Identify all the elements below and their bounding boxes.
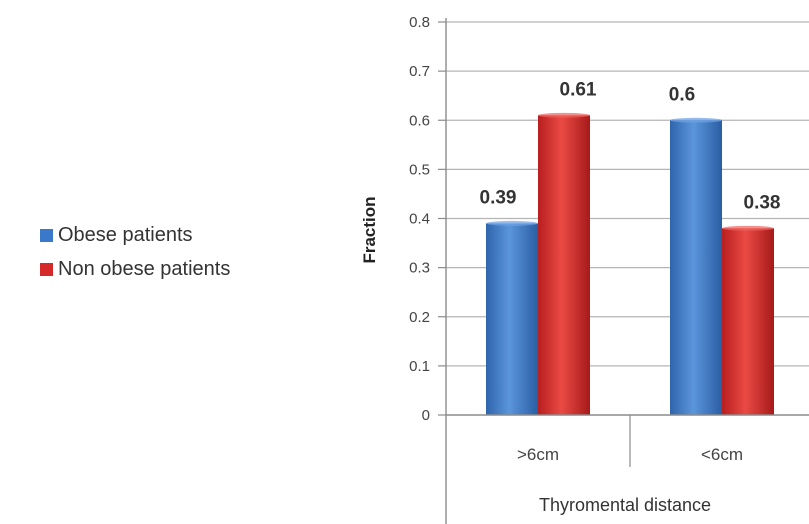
data-label: 0.6 <box>669 84 695 105</box>
bar-obese <box>670 120 722 415</box>
y-tick-label: 0.1 <box>409 358 430 375</box>
y-tick-label: 0.4 <box>409 211 430 228</box>
bars <box>486 112 774 416</box>
legend-label-non-obese: Non obese patients <box>58 257 231 280</box>
data-label: 0.38 <box>744 192 781 213</box>
bar-cap <box>538 112 590 118</box>
bar-cap <box>486 220 538 226</box>
bar-non-obese <box>538 115 590 416</box>
y-tick-label: 0.3 <box>409 260 430 277</box>
data-label: 0.61 <box>560 79 597 100</box>
y-tick-label: 0 <box>422 407 430 424</box>
legend-swatch-obese <box>40 228 53 242</box>
bar-non-obese <box>722 228 774 415</box>
legend-swatch-non-obese <box>40 262 53 276</box>
bar-obese <box>486 223 538 415</box>
x-tick-label: >6cm <box>517 445 559 464</box>
axes: 0 0.1 0.2 0.3 0.4 0.5 0.6 0.7 0.8 >6cm <6cm <box>409 14 809 524</box>
y-axis-title: Fraction <box>360 196 379 263</box>
bar-cap <box>670 117 722 123</box>
legend-label-obese: Obese patients <box>58 223 193 246</box>
legend: Obese patients Non obese patients <box>40 218 230 286</box>
legend-item-non-obese: Non obese patients <box>40 252 230 286</box>
data-labels: 0.39 0.61 0.6 0.38 <box>480 79 781 213</box>
y-tick-label: 0.6 <box>409 112 430 129</box>
x-tick-label: <6cm <box>701 445 743 464</box>
y-tick-label: 0.7 <box>409 63 430 80</box>
x-axis-title: Thyromental distance <box>539 495 711 515</box>
bar-cap <box>722 225 774 231</box>
data-label: 0.39 <box>480 187 517 208</box>
y-tick-label: 0.5 <box>409 161 430 178</box>
y-tick-label: 0.2 <box>409 309 430 326</box>
legend-item-obese: Obese patients <box>40 218 230 252</box>
y-tick-label: 0.8 <box>409 14 430 31</box>
